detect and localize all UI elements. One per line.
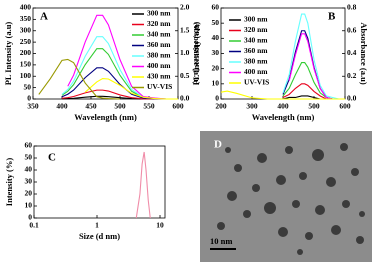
y-tick-label: 0: [27, 94, 31, 103]
x-tick-label: 500: [114, 102, 126, 111]
y-tick-label: 60: [25, 141, 33, 150]
legend-label: UV-VIS: [147, 82, 172, 91]
particles: [217, 143, 365, 255]
legend-label: 300 nm: [147, 9, 171, 18]
x-tick-label: 1: [95, 221, 99, 230]
y-tick-label: 10: [25, 201, 33, 210]
y-tick-label: 300: [20, 25, 32, 34]
y-tick-label: 50: [25, 153, 33, 162]
legend-label: 320 nm: [147, 19, 171, 28]
y-tick-label: 40: [212, 33, 220, 42]
x-tick-label: 0.1: [29, 221, 39, 230]
y-tick-label: 20: [212, 63, 220, 72]
series-line: [135, 151, 151, 219]
x-axis-label: Wavelength (nm): [252, 112, 315, 122]
legend-label: 320 nm: [244, 25, 268, 34]
y-tick-label: 400: [20, 3, 32, 12]
x-tick-label: 500: [308, 102, 320, 111]
legend-label: 430 nm: [147, 72, 171, 81]
legend-label: 400 nm: [147, 61, 171, 70]
x-tick-label: 550: [143, 102, 155, 111]
y-tick-label: 250: [20, 37, 32, 46]
legend-label: 380 nm: [244, 57, 268, 66]
x-tick-label: 10: [156, 221, 164, 230]
x-tick-label: 600: [339, 102, 351, 111]
y2-axis-label: Absorbance (a.u): [359, 22, 369, 85]
series-line: [282, 13, 345, 100]
y2-tick-label: 0.0: [347, 94, 357, 103]
y-tick-label: 150: [20, 60, 32, 69]
y2-axis-label: Absorbance (a.u): [192, 22, 202, 85]
x-tick-label: 400: [277, 102, 289, 111]
x-axis-label: Size (d nm): [79, 231, 120, 241]
y-tick-label: 0: [215, 94, 219, 103]
legend-label: 380 nm: [147, 51, 171, 60]
y2-tick-label: 1.0: [180, 48, 190, 57]
y-tick-label: 50: [212, 18, 220, 27]
x-tick-label: 450: [85, 102, 97, 111]
y2-tick-label: 0.8: [347, 3, 357, 12]
panel-label: B: [328, 11, 336, 23]
legend-label: 400 nm: [244, 67, 268, 76]
y-tick-label: 20: [25, 189, 33, 198]
x-tick-label: 200: [215, 102, 227, 111]
scale-bar-label: 10 nm: [210, 236, 232, 246]
panel-label: A: [40, 11, 48, 23]
y-tick-label: 100: [20, 71, 32, 80]
y-tick-label: 200: [20, 48, 32, 57]
y2-tick-label: 1.5: [180, 25, 190, 34]
legend-label: 360 nm: [147, 40, 171, 49]
y-tick-label: 30: [25, 177, 33, 186]
panel-label: D: [214, 139, 222, 151]
legend-label: 340 nm: [244, 36, 268, 45]
y2-tick-label: 0.4: [347, 48, 357, 57]
legend-label: UV-VIS: [244, 78, 269, 87]
x-axis-label: Wavelength (nm): [74, 112, 137, 122]
x-tick-label: 350: [27, 102, 39, 111]
plot-frame: [220, 7, 346, 100]
legend-label: 300 nm: [244, 15, 268, 24]
tem-image: D 10 nm: [200, 131, 372, 262]
panel-label: C: [48, 152, 56, 164]
series-line: [84, 77, 178, 100]
series-line: [282, 30, 345, 100]
x-tick-label: 600: [172, 102, 184, 111]
series-line: [220, 90, 345, 100]
y-tick-label: 40: [25, 165, 33, 174]
y-tick-label: 0: [28, 213, 32, 222]
y-tick-label: 10: [212, 79, 220, 88]
y2-tick-label: 0.2: [347, 71, 357, 80]
y-tick-label: 50: [24, 82, 32, 91]
y-tick-label: 30: [212, 48, 220, 57]
x-tick-label: 300: [246, 102, 258, 111]
x-tick-label: 400: [56, 102, 68, 111]
y2-tick-label: 0.6: [347, 25, 357, 34]
y-axis-label: PL Intensity (a.u): [3, 22, 13, 86]
y2-tick-label: 0.5: [180, 71, 190, 80]
series-line: [38, 58, 121, 100]
y-tick-label: 350: [20, 14, 32, 23]
y2-tick-label: 2.0: [180, 3, 190, 12]
y2-tick-label: 0.0: [180, 94, 190, 103]
legend-label: 340 nm: [147, 30, 171, 39]
legend-label: 360 nm: [244, 46, 268, 55]
y-axis-label: Intensity (%): [4, 158, 14, 207]
y-axis-label: PL Intensity (a.u): [191, 22, 201, 86]
y-tick-label: 60: [212, 3, 220, 12]
